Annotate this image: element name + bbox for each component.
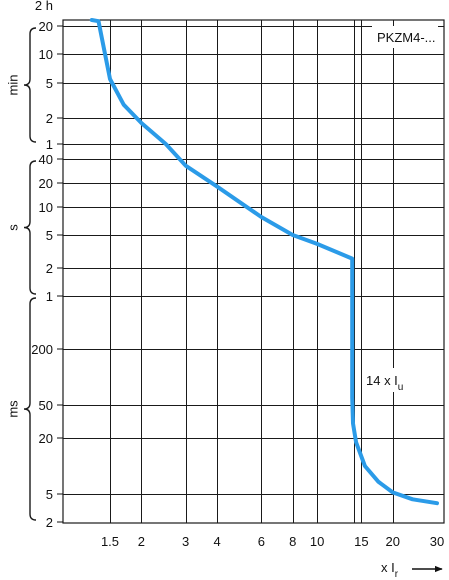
y-tick-label: 50 [39, 398, 53, 413]
brace-s [23, 160, 37, 295]
device-label: PKZM4-... [377, 30, 436, 45]
x-tick-label: 20 [386, 534, 400, 549]
y-tick-label: 1 [46, 137, 53, 152]
y-tick-label: 10 [39, 47, 53, 62]
annotation-label: 14 x Iu [366, 373, 403, 393]
y-tick-label: 2 h [35, 0, 53, 13]
x-tick-label: 8 [289, 534, 296, 549]
x-tick-labels: 1.5 2 3 4 6 8 10 15 20 30 [101, 534, 444, 549]
y-tick-label: 2 [46, 515, 53, 530]
x-tick-label: 6 [258, 534, 265, 549]
x-tick-label: 30 [430, 534, 444, 549]
tripping-curve [89, 18, 439, 506]
device-label-background [372, 26, 438, 48]
x-axis-label-subscript: r [395, 569, 399, 580]
x-tick-label: 2 [138, 534, 145, 549]
y-tick-label: 40 [39, 152, 53, 167]
annotation-background [364, 368, 410, 392]
y-tick-label: 10 [39, 200, 53, 215]
y-tick-label: 20 [39, 431, 53, 446]
brace-min [23, 27, 37, 143]
x-tick-label: 10 [310, 534, 324, 549]
annotation-subscript: u [398, 382, 404, 393]
unit-label-s: s [5, 224, 20, 231]
x-axis-label-prefix: x I [381, 560, 395, 575]
unit-braces: min s ms [5, 27, 37, 521]
x-tick-label: 4 [213, 534, 220, 549]
x-tick-label: 1.5 [101, 534, 119, 549]
x-tick-label: 3 [182, 534, 189, 549]
annotation-prefix: 14 x I [366, 373, 398, 388]
y-tick-label: 5 [46, 487, 53, 502]
x-axis-label: x Ir [381, 560, 399, 580]
y-tick-label: 5 [46, 76, 53, 91]
brace-ms [23, 297, 37, 521]
y-tick-label: 2 [46, 111, 53, 126]
y-tick-label: 20 [39, 19, 53, 34]
y-tick-label: 1 [46, 289, 53, 304]
x-tick-label: 15 [354, 534, 368, 549]
y-tick-label: 2 [46, 261, 53, 276]
plot-frame [62, 19, 445, 524]
y-tick-label: 200 [31, 342, 53, 357]
y-tick-label: 5 [46, 228, 53, 243]
unit-label-ms: ms [5, 400, 20, 418]
unit-label-min: min [5, 75, 20, 96]
y-tick-label: 20 [39, 176, 53, 191]
